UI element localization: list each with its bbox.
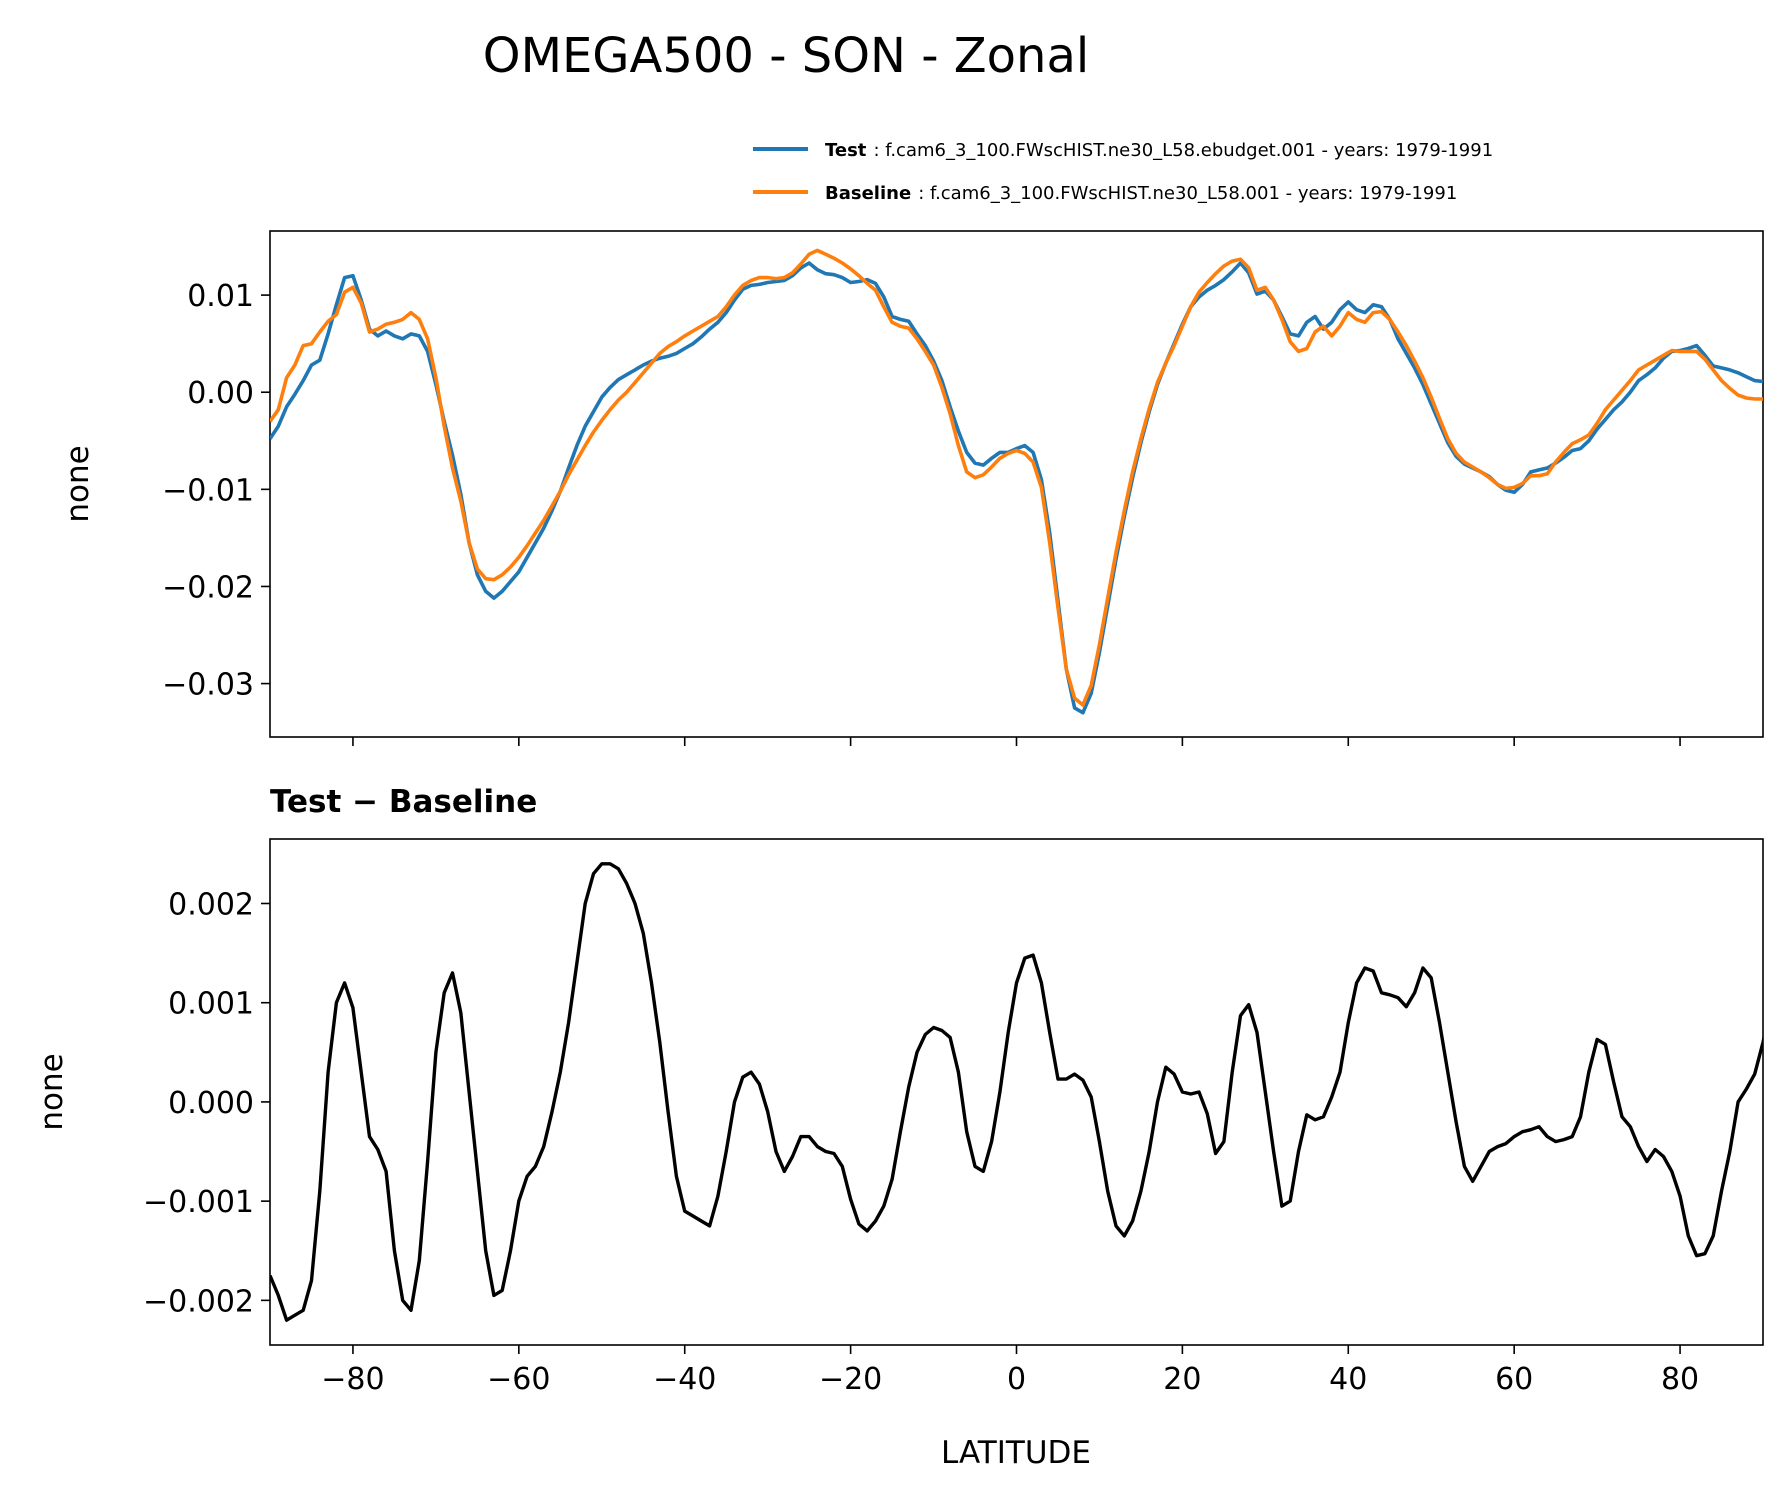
top-series-group (270, 248, 1763, 715)
bottom-y-tick-label: −0.002 (143, 1284, 254, 1319)
bottom-series-group (270, 862, 1763, 1322)
legend-desc-baseline: : f.cam6_3_100.FWscHIST.ne30_L58.001 - y… (918, 183, 1457, 204)
bottom-y-tick-label: −0.001 (143, 1185, 254, 1220)
legend-name-test: Test (825, 140, 867, 161)
top-y-axis-ticks: 0.01 0.00 −0.01 −0.02 −0.03 (162, 279, 270, 703)
bottom-x-tick-label: 40 (1329, 1362, 1367, 1397)
legend-name-baseline: Baseline (825, 183, 911, 204)
top-y-tick-label: −0.01 (162, 473, 254, 508)
bottom-x-tick-label: 0 (1007, 1362, 1026, 1397)
bottom-x-tick-label: 80 (1661, 1362, 1699, 1397)
bottom-x-tick-label: −60 (487, 1362, 550, 1397)
top-y-tick-label: 0.00 (187, 376, 254, 411)
bottom-x-tick-label: −20 (819, 1362, 882, 1397)
bottom-x-axis-ticks: −80 −60 −40 −20 0 20 40 60 80 (321, 1345, 1699, 1397)
top-y-tick-label: −0.02 (162, 570, 254, 605)
bottom-x-tick-label: −80 (321, 1362, 384, 1397)
top-y-tick-label: −0.03 (162, 668, 254, 703)
series-line-test (270, 261, 1763, 715)
legend-desc-test: : f.cam6_3_100.FWscHIST.ne30_L58.ebudget… (874, 140, 1494, 161)
legend-entry-test: Test : f.cam6_3_100.FWscHIST.ne30_L58.eb… (825, 140, 1493, 161)
bottom-y-axis-label: none (34, 1053, 70, 1130)
top-y-tick-label: 0.01 (187, 279, 254, 314)
series-line-test-baseline (270, 862, 1763, 1322)
x-axis-label: LATITUDE (941, 1435, 1091, 1471)
bottom-x-tick-label: −40 (653, 1362, 716, 1397)
series-line-baseline (270, 248, 1763, 707)
top-x-axis-ticks (352, 737, 1681, 746)
bottom-y-tick-label: 0.000 (168, 1086, 254, 1121)
bottom-panel: 0.002 0.001 0.000 −0.001 −0.002 −80 −60 −40 −20… (34, 838, 1764, 1471)
bottom-x-tick-label: 60 (1495, 1362, 1533, 1397)
legend-entry-baseline: Baseline : f.cam6_3_100.FWscHIST.ne30_L5… (825, 183, 1457, 204)
top-panel: 0.01 0.00 −0.01 −0.02 −0.03 none (60, 230, 1764, 746)
bottom-y-tick-label: 0.002 (168, 887, 254, 922)
bottom-x-tick-label: 20 (1163, 1362, 1201, 1397)
legend: Test : f.cam6_3_100.FWscHIST.ne30_L58.eb… (753, 140, 1493, 204)
bottom-subplot-title: Test − Baseline (270, 784, 537, 820)
bottom-y-tick-label: 0.001 (168, 987, 254, 1022)
bottom-y-axis-ticks: 0.002 0.001 0.000 −0.001 −0.002 (143, 887, 270, 1319)
chart-title: OMEGA500 - SON - Zonal (483, 28, 1089, 84)
top-y-axis-label: none (60, 445, 96, 522)
